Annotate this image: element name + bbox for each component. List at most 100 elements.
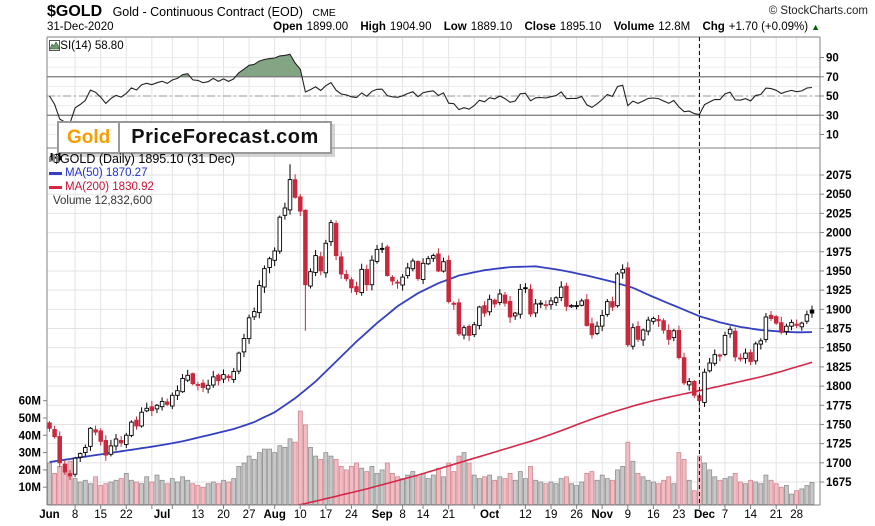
svg-text:10: 10	[826, 130, 839, 142]
svg-text:40M: 40M	[19, 430, 41, 442]
svg-text:16: 16	[647, 509, 660, 521]
instrument-name: Gold - Continuous Contract (EOD)	[112, 5, 303, 19]
svg-text:14: 14	[744, 509, 757, 521]
chart-header: $GOLD Gold - Continuous Contract (EOD) C…	[47, 3, 336, 21]
ma50-line	[49, 265, 813, 463]
high-label: High	[360, 21, 386, 33]
high-value: 1904.90	[389, 21, 432, 33]
svg-text:1975: 1975	[826, 247, 852, 259]
ma200-line-swatch	[49, 185, 62, 189]
svg-text:Jul: Jul	[154, 509, 171, 521]
svg-text:90: 90	[826, 53, 839, 65]
priceforecast-watermark[interactable]: Gold PriceForecast.com	[57, 121, 332, 154]
volume-bars	[47, 410, 815, 505]
svg-text:27: 27	[243, 509, 256, 521]
svg-text:30: 30	[826, 110, 839, 122]
svg-text:15: 15	[94, 509, 107, 521]
svg-text:10: 10	[294, 509, 307, 521]
svg-text:Oct: Oct	[480, 509, 499, 521]
svg-text:14: 14	[417, 509, 430, 521]
svg-text:1900: 1900	[826, 304, 852, 316]
volume-value: 12.8M	[658, 21, 691, 33]
ma50-legend: MA(50) 1870.27	[49, 166, 235, 180]
chg-label: Chg	[702, 21, 725, 33]
low-label: Low	[443, 21, 467, 33]
svg-text:28: 28	[790, 509, 803, 521]
close-label: Close	[524, 21, 556, 33]
svg-text:1750: 1750	[826, 419, 852, 431]
quote-values: Open 1899.00 High 1904.90 Low 1889.10 Close…	[273, 21, 820, 33]
svg-text:2075: 2075	[826, 170, 852, 182]
svg-text:50: 50	[826, 91, 839, 103]
ma50-line-swatch	[49, 171, 62, 175]
svg-text:22: 22	[120, 509, 133, 521]
svg-text:1825: 1825	[826, 362, 852, 374]
ma200-legend: MA(200) 1830.92	[49, 180, 235, 194]
svg-text:1850: 1850	[826, 343, 852, 355]
legend-title: $GOLD (Daily) 1895.10 (31 Dec)	[53, 152, 236, 166]
svg-text:50M: 50M	[19, 413, 41, 425]
svg-text:1875: 1875	[826, 324, 852, 336]
volume-legend: Volume 12,832,600	[49, 154, 235, 208]
svg-text:8: 8	[399, 509, 405, 521]
svg-text:2025: 2025	[826, 208, 852, 220]
ma200-line	[295, 361, 813, 505]
open-label: Open	[273, 21, 303, 33]
svg-text:21: 21	[442, 509, 455, 521]
svg-text:Sep: Sep	[372, 509, 393, 521]
svg-text:Nov: Nov	[591, 509, 613, 521]
legend-title-row: $GOLD (Daily) 1895.10 (31 Dec)	[49, 152, 235, 166]
svg-text:1775: 1775	[826, 400, 852, 412]
svg-text:1925: 1925	[826, 285, 852, 297]
svg-text:1675: 1675	[826, 477, 852, 489]
svg-text:23: 23	[673, 509, 686, 521]
svg-text:20M: 20M	[19, 465, 41, 477]
volume-total-label: Volume 12,832,600	[53, 195, 153, 207]
svg-text:60M: 60M	[19, 396, 41, 408]
ma50-label: MA(50) 1870.27	[65, 167, 148, 179]
svg-text:1950: 1950	[826, 266, 852, 278]
axis-labels: 1675170017251750177518001825185018751900…	[19, 53, 853, 522]
svg-text:2050: 2050	[826, 189, 852, 201]
logo-domain-box: PriceForecast.com	[118, 121, 332, 154]
symbol: $GOLD	[47, 3, 103, 20]
volume-label: Volume	[613, 21, 655, 33]
svg-text:8: 8	[72, 509, 78, 521]
svg-text:17: 17	[319, 509, 332, 521]
svg-text:Aug: Aug	[263, 509, 285, 521]
chart-date: 31-Dec-2020	[47, 21, 114, 33]
close-value: 1895.10	[559, 21, 602, 33]
svg-text:30M: 30M	[19, 448, 41, 460]
up-triangle-icon: ▲	[811, 22, 820, 32]
svg-text:1725: 1725	[826, 439, 852, 451]
exchange: CME	[312, 7, 336, 19]
svg-text:2000: 2000	[826, 228, 852, 240]
svg-text:24: 24	[345, 509, 358, 521]
svg-text:7: 7	[722, 509, 728, 521]
svg-text:12: 12	[519, 509, 532, 521]
rsi-label: RSI(14) 58.80	[52, 40, 124, 52]
candles	[47, 164, 815, 480]
stockcharts-credit: © StockCharts.com	[768, 5, 868, 17]
quote-row: 31-Dec-2020 Open 1899.00 High 1904.90 Low 1…	[47, 21, 820, 33]
svg-text:21: 21	[770, 509, 783, 521]
gridlines	[47, 37, 820, 505]
low-value: 1889.10	[470, 21, 513, 33]
main-legend: $GOLD (Daily) 1895.10 (31 Dec) MA(50) 18…	[49, 152, 235, 208]
chg-value: +1.70 (+0.09%)	[728, 21, 809, 33]
svg-text:70: 70	[826, 72, 839, 84]
svg-text:13: 13	[192, 509, 205, 521]
open-value: 1899.00	[306, 21, 349, 33]
svg-text:9: 9	[625, 509, 631, 521]
svg-text:26: 26	[570, 509, 583, 521]
svg-text:Jun: Jun	[39, 509, 59, 521]
svg-text:19: 19	[545, 509, 558, 521]
logo-gold-box: Gold	[57, 121, 121, 154]
svg-text:Dec: Dec	[694, 509, 716, 521]
svg-text:20: 20	[217, 509, 230, 521]
ma200-label: MA(200) 1830.92	[65, 181, 154, 193]
svg-text:10M: 10M	[19, 482, 41, 494]
svg-text:1700: 1700	[826, 458, 852, 470]
